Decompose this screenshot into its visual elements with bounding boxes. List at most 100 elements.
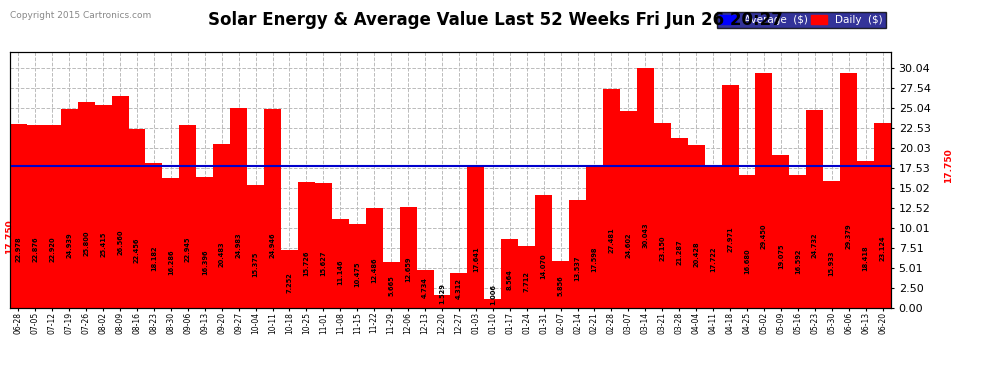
- Text: 11.146: 11.146: [338, 260, 344, 285]
- Text: 29.379: 29.379: [845, 224, 851, 249]
- Text: 22.920: 22.920: [50, 236, 55, 262]
- Bar: [841, 74, 857, 308]
- Bar: [434, 296, 450, 307]
- Text: 19.075: 19.075: [778, 244, 784, 270]
- Bar: [518, 246, 536, 308]
- Text: 24.602: 24.602: [626, 233, 632, 258]
- Bar: [146, 163, 162, 308]
- Text: 16.592: 16.592: [795, 249, 801, 274]
- Text: 27.481: 27.481: [609, 227, 615, 253]
- Text: 27.971: 27.971: [727, 226, 733, 252]
- Text: 20.428: 20.428: [693, 241, 699, 267]
- Bar: [637, 68, 653, 308]
- Text: 14.070: 14.070: [541, 254, 546, 279]
- Text: 17.722: 17.722: [710, 247, 716, 272]
- Bar: [603, 88, 620, 308]
- Text: 24.732: 24.732: [812, 232, 818, 258]
- Text: 4.734: 4.734: [422, 277, 428, 298]
- Text: 1.006: 1.006: [490, 285, 496, 306]
- Text: 15.933: 15.933: [829, 250, 835, 276]
- Text: 5.665: 5.665: [388, 276, 394, 296]
- Bar: [129, 129, 146, 308]
- Bar: [705, 166, 722, 308]
- Bar: [348, 224, 365, 308]
- Text: 1.529: 1.529: [439, 284, 445, 304]
- Bar: [552, 261, 569, 308]
- Bar: [298, 182, 315, 308]
- Text: 5.856: 5.856: [557, 275, 563, 296]
- Text: 7.712: 7.712: [524, 271, 530, 292]
- Bar: [739, 175, 755, 308]
- Bar: [230, 108, 248, 307]
- Text: 24.983: 24.983: [236, 232, 242, 258]
- Text: 21.287: 21.287: [676, 240, 682, 265]
- Bar: [27, 125, 44, 308]
- Text: 24.939: 24.939: [66, 232, 72, 258]
- Bar: [874, 123, 891, 308]
- Bar: [671, 138, 688, 308]
- Bar: [196, 177, 213, 308]
- Bar: [95, 105, 112, 308]
- Bar: [688, 145, 705, 308]
- Bar: [77, 102, 95, 308]
- Text: Solar Energy & Average Value Last 52 Weeks Fri Jun 26 20:27: Solar Energy & Average Value Last 52 Wee…: [208, 11, 782, 29]
- Text: 15.375: 15.375: [252, 252, 258, 277]
- Bar: [484, 300, 501, 307]
- Bar: [400, 207, 417, 308]
- Legend: Average  ($), Daily  ($): Average ($), Daily ($): [717, 12, 886, 28]
- Text: 12.486: 12.486: [371, 257, 377, 283]
- Text: 7.252: 7.252: [286, 272, 292, 293]
- Bar: [501, 239, 518, 308]
- Bar: [332, 219, 348, 308]
- Text: 17.598: 17.598: [591, 247, 598, 273]
- Bar: [450, 273, 467, 308]
- Bar: [620, 111, 637, 308]
- Bar: [789, 175, 806, 308]
- Text: 13.537: 13.537: [574, 255, 580, 280]
- Text: 8.564: 8.564: [507, 270, 513, 291]
- Text: 26.560: 26.560: [117, 229, 123, 255]
- Text: 29.450: 29.450: [761, 224, 767, 249]
- Bar: [806, 110, 824, 308]
- Bar: [653, 123, 671, 308]
- Bar: [857, 161, 874, 308]
- Text: 12.659: 12.659: [405, 257, 411, 282]
- Bar: [722, 85, 739, 308]
- Text: 22.978: 22.978: [16, 236, 22, 262]
- Text: 18.182: 18.182: [150, 246, 157, 271]
- Bar: [60, 109, 77, 308]
- Text: 16.680: 16.680: [743, 249, 750, 274]
- Bar: [179, 124, 196, 308]
- Text: 20.483: 20.483: [219, 241, 225, 267]
- Text: 23.124: 23.124: [879, 236, 885, 261]
- Bar: [467, 167, 484, 308]
- Bar: [10, 124, 27, 308]
- Text: 22.945: 22.945: [185, 236, 191, 262]
- Bar: [112, 96, 129, 308]
- Bar: [248, 185, 264, 308]
- Text: 22.876: 22.876: [33, 236, 39, 262]
- Bar: [315, 183, 332, 308]
- Bar: [417, 270, 434, 308]
- Bar: [586, 167, 603, 308]
- Text: 17.750: 17.750: [943, 148, 952, 183]
- Bar: [755, 73, 772, 308]
- Text: 24.946: 24.946: [269, 232, 275, 258]
- Bar: [281, 250, 298, 308]
- Text: 18.418: 18.418: [862, 245, 868, 271]
- Text: 17.641: 17.641: [473, 247, 479, 272]
- Bar: [44, 125, 60, 308]
- Bar: [536, 195, 552, 308]
- Text: 23.150: 23.150: [659, 236, 665, 261]
- Text: 17.750: 17.750: [5, 219, 15, 254]
- Bar: [569, 200, 586, 308]
- Bar: [213, 144, 230, 308]
- Text: 16.396: 16.396: [202, 249, 208, 275]
- Text: 10.475: 10.475: [354, 261, 360, 286]
- Bar: [365, 208, 383, 308]
- Text: 15.627: 15.627: [321, 251, 327, 276]
- Text: 30.043: 30.043: [643, 222, 648, 248]
- Text: 25.415: 25.415: [100, 231, 106, 257]
- Bar: [383, 262, 400, 308]
- Text: Copyright 2015 Cartronics.com: Copyright 2015 Cartronics.com: [10, 11, 151, 20]
